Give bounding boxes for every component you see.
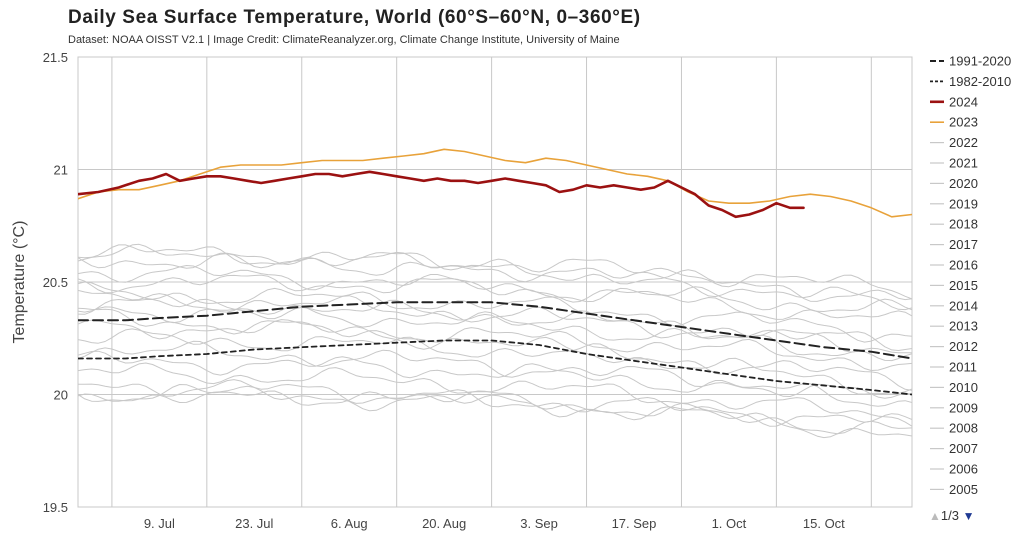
legend-label-2019: 2019 (949, 196, 978, 211)
legend-page-indicator: 1/3 (940, 508, 959, 523)
x-tick-label: 9. Jul (144, 516, 175, 531)
series-line-1982-2010 (78, 339, 912, 396)
series-line-2014 (78, 319, 912, 371)
legend-label-2020: 2020 (949, 176, 978, 191)
series-line-2006 (78, 350, 912, 407)
legend-page-down-icon[interactable]: ▼ (962, 509, 975, 523)
series-line-2021 (78, 281, 912, 343)
x-tick-label: 20. Aug (422, 516, 466, 531)
y-tick-label: 21 (54, 163, 68, 178)
legend-label-2018: 2018 (949, 217, 978, 232)
y-tick-label: 21.5 (43, 50, 68, 65)
legend-label-2023: 2023 (949, 115, 978, 130)
legend-page-up-icon[interactable]: ▲ (929, 509, 941, 523)
series-line-2020 (78, 243, 912, 300)
series-line-2019 (78, 265, 912, 320)
legend-label-2007: 2007 (949, 441, 978, 456)
legend-label-2013: 2013 (949, 319, 978, 334)
series-line-2009 (78, 328, 912, 391)
legend-label-2015: 2015 (949, 278, 978, 293)
legend-label-1982-2010: 1982-2010 (949, 74, 1011, 89)
legend-label-2014: 2014 (949, 298, 978, 313)
series-line-2016 (78, 244, 912, 311)
series-line-2013 (78, 362, 912, 427)
legend-label-2017: 2017 (949, 237, 978, 252)
legend-pagination: ▲1/3 ▼ (929, 508, 974, 523)
series-line-2007 (78, 379, 912, 439)
legend-label-2009: 2009 (949, 400, 978, 415)
x-tick-label: 23. Jul (235, 516, 273, 531)
series-line-2005 (78, 298, 912, 351)
legend-label-2006: 2006 (949, 462, 978, 477)
x-tick-label: 1. Oct (712, 516, 747, 531)
series-line-2010 (78, 307, 912, 395)
series-group (78, 148, 912, 439)
x-tick-label: 15. Oct (803, 516, 845, 531)
y-tick-label: 20.5 (43, 275, 68, 290)
series-line-2012 (78, 340, 912, 399)
chart-title: Daily Sea Surface Temperature, World (60… (68, 7, 641, 28)
x-tick-label: 17. Sep (612, 516, 657, 531)
legend-label-2021: 2021 (949, 156, 978, 171)
legend-label-2008: 2008 (949, 421, 978, 436)
series-line-1991-2020 (78, 301, 912, 360)
y-tick-label: 20 (54, 388, 68, 403)
series-line-2008 (78, 384, 912, 427)
legend-label-2005: 2005 (949, 482, 978, 497)
legend-label-1991-2020: 1991-2020 (949, 54, 1011, 69)
legend-label-2010: 2010 (949, 380, 978, 395)
series-line-2022 (78, 252, 912, 302)
legend-label-2016: 2016 (949, 258, 978, 273)
series-line-2024 (78, 170, 805, 219)
legend-label-2011: 2011 (949, 360, 977, 375)
x-tick-label: 6. Aug (331, 516, 368, 531)
x-tick-label: 3. Sep (520, 516, 558, 531)
legend-label-2022: 2022 (949, 135, 978, 150)
chart-subtitle: Dataset: NOAA OISST V2.1 | Image Credit:… (68, 34, 620, 46)
legend-label-2012: 2012 (949, 339, 978, 354)
series-line-2015 (78, 274, 912, 312)
series-line-2023 (78, 148, 912, 218)
legend-label-2024: 2024 (949, 94, 978, 109)
y-axis-label: Temperature (°C) (11, 221, 28, 344)
y-tick-label: 19.5 (43, 500, 68, 515)
